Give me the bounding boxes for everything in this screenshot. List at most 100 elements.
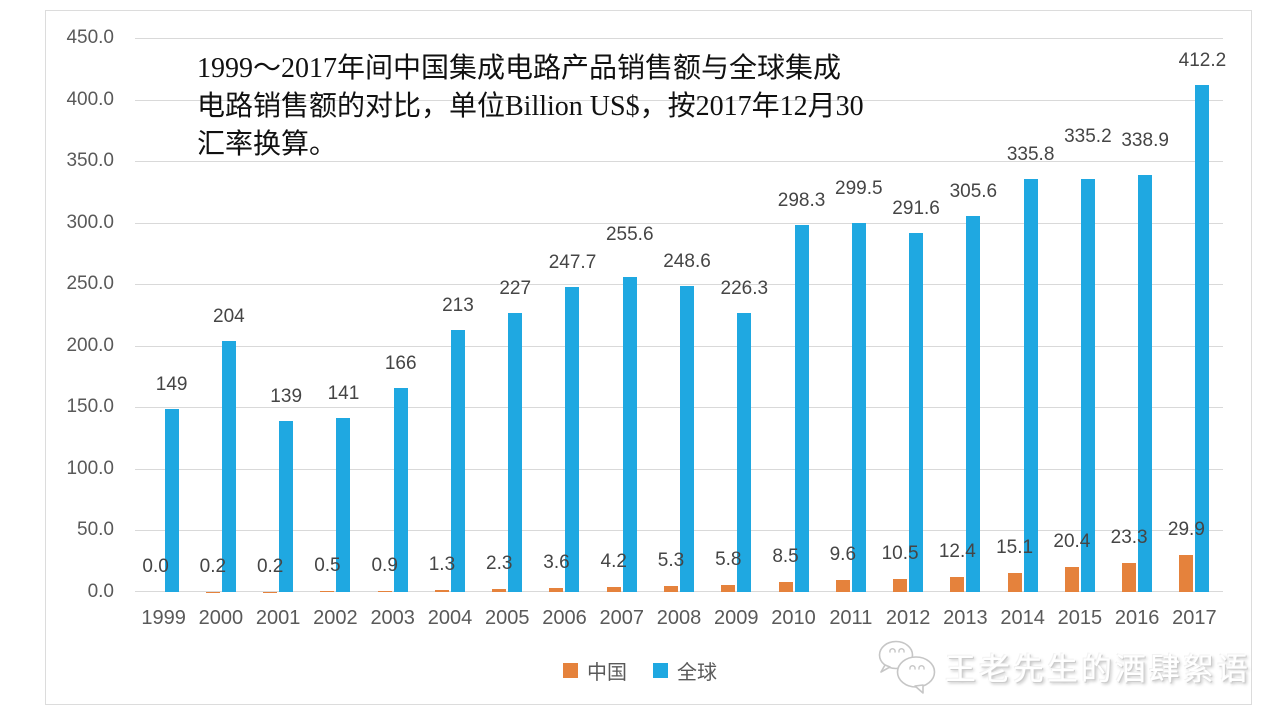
y-tick-350: 350.0: [66, 150, 114, 171]
bar-global-2007: [622, 277, 637, 592]
x-tick-2004: 2004: [427, 607, 473, 629]
bar-pair-2014: [994, 38, 1051, 592]
label-china-1999: 0.0: [142, 556, 169, 577]
bar-china-2007: [606, 586, 621, 592]
year-column-2000: 0.2 204 2000: [192, 38, 249, 629]
year-column-2012: 10.5 291.6 2012: [879, 38, 940, 629]
bar-china-2016: [1122, 563, 1137, 592]
year-column-2013: 12.4 305.6 2013: [937, 38, 997, 629]
legend-item-china: 中国: [563, 656, 627, 685]
bar-global-2002: [336, 418, 351, 592]
y-tick-50: 50.0: [77, 519, 114, 540]
gridline-150: [135, 407, 1223, 408]
bar-pair-2013: [937, 38, 994, 592]
x-tick-2008: 2008: [656, 607, 702, 629]
bar-columns: 0.0 149 1999 0.2 204 2000 0.2 139 2001 0.5 141 2002…: [135, 38, 1226, 630]
label-global-2011: 299.5: [835, 178, 883, 200]
label-global-1999: 149: [155, 373, 188, 395]
bar-global-2005: [508, 312, 523, 592]
bar-global-2013: [966, 215, 981, 592]
bar-global-2016: [1138, 174, 1153, 592]
year-column-2017: 29.9 412.2 2017: [1166, 38, 1226, 630]
bar-global-2003: [393, 387, 408, 592]
label-china-2013: 12.4: [938, 540, 976, 562]
bar-global-2009: [737, 313, 752, 592]
bar-china-2015: [1064, 566, 1079, 592]
label-global-2009: 226.3: [720, 278, 769, 300]
x-tick-2011: 2011: [829, 607, 873, 629]
label-global-2012: 291.6: [892, 198, 940, 219]
bar-global-2015: [1080, 179, 1095, 592]
bar-global-2008: [680, 285, 695, 592]
bar-china-2004: [434, 590, 449, 592]
bar-pair-2008: [650, 38, 707, 592]
bar-china-2010: [778, 581, 793, 592]
chart-title-line2: 电路销售额的对比，单位Billion US$，按2017年12月30: [197, 91, 864, 122]
y-tick-100: 100.0: [66, 458, 114, 479]
label-china-2005: 2.3: [486, 553, 513, 575]
x-tick-2001: 2001: [255, 607, 301, 629]
gridline-50: [135, 530, 1223, 531]
bar-global-2010: [794, 224, 809, 592]
year-column-2008: 5.3 248.6 2008: [650, 38, 711, 629]
label-china-2015: 20.4: [1053, 530, 1091, 552]
chart-frame: [45, 10, 1252, 705]
x-tick-2006: 2006: [542, 607, 587, 629]
y-tick-250: 250.0: [66, 273, 114, 294]
bar-china-2006: [549, 587, 564, 592]
bar-pair-2006: [536, 38, 593, 592]
label-china-2016: 23.3: [1110, 527, 1148, 549]
gridline-0: [135, 591, 1223, 592]
label-china-2004: 1.3: [428, 554, 456, 576]
bar-pair-2016: [1109, 38, 1166, 592]
x-tick-2013: 2013: [943, 607, 988, 629]
year-column-2005: 2.3 227 2005: [479, 38, 536, 630]
year-column-2014: 15.1 335.8 2014: [994, 38, 1054, 629]
bar-china-2003: [377, 590, 392, 592]
chart-title-line1: 1999～2017年间中国集成电路产品销售额与全球集成: [197, 53, 842, 84]
label-global-2007: 255.6: [605, 224, 654, 246]
bar-pair-1999: [135, 38, 192, 592]
label-china-2003: 0.9: [371, 554, 398, 576]
label-global-2003: 166: [384, 352, 417, 374]
bar-china-2013: [950, 576, 965, 592]
x-tick-2016: 2016: [1114, 607, 1160, 629]
x-tick-2000: 2000: [198, 607, 244, 629]
global-series-swatch: [653, 662, 668, 678]
bar-china-2017: [1179, 555, 1194, 592]
gridline-350: [135, 161, 1223, 162]
bar-pair-2007: [593, 38, 650, 592]
label-china-2017: 29.9: [1167, 519, 1205, 541]
gridline-450: [135, 38, 1223, 39]
bar-pair-2010: [765, 38, 822, 592]
y-tick-150: 150.0: [66, 396, 114, 417]
label-global-2005: 227: [499, 277, 532, 299]
label-global-2000: 204: [213, 305, 245, 327]
bar-global-2001: [279, 420, 294, 592]
year-column-2001: 0.2 139 2001: [250, 38, 307, 629]
china-series-swatch: [563, 662, 578, 678]
legend-label-global: 全球: [677, 661, 717, 684]
label-china-2011: 9.6: [829, 544, 857, 566]
label-china-2006: 3.6: [543, 551, 570, 573]
bar-global-2017: [1195, 84, 1210, 592]
bar-china-2002: [320, 591, 335, 592]
bar-pair-2009: [708, 38, 765, 592]
bar-pair-2001: [250, 38, 307, 592]
label-global-2002: 141: [327, 383, 360, 405]
watermark-text: 王老先生的酒肆絮语: [945, 651, 1251, 687]
watermark: 王老先生的酒肆絮语: [873, 636, 1251, 696]
x-tick-2014: 2014: [1000, 607, 1045, 629]
year-column-1999: 0.0 149 1999: [135, 38, 192, 629]
bar-global-2004: [450, 329, 465, 592]
bar-pair-2000: [192, 38, 249, 592]
label-global-2001: 139: [270, 385, 303, 407]
bar-pair-2005: [479, 38, 536, 592]
x-tick-2017: 2017: [1172, 607, 1217, 629]
label-global-2016: 338.9: [1121, 129, 1169, 151]
bar-china-2008: [664, 585, 679, 592]
gridline-200: [135, 346, 1223, 347]
bar-global-2012: [909, 233, 924, 592]
year-column-2010: 8.5 298.3 2010: [765, 38, 825, 629]
bar-pair-2003: [364, 38, 421, 592]
